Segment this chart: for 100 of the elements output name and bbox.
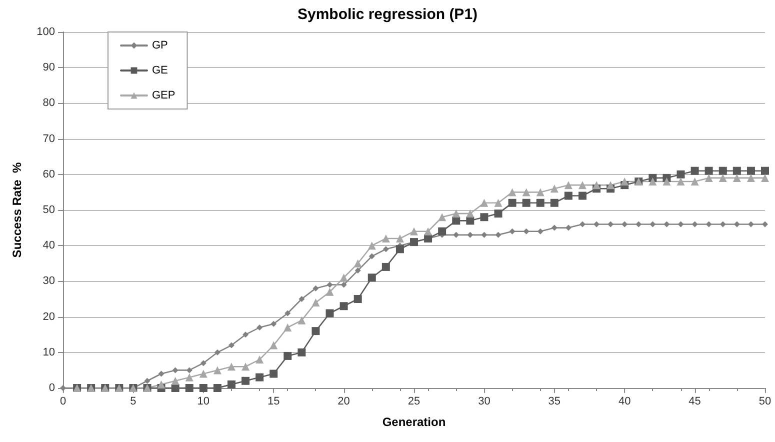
point [704, 174, 713, 182]
point [762, 221, 768, 228]
point [676, 170, 685, 178]
y-tick-label: 80 [42, 97, 55, 110]
legend-label: GP [152, 40, 168, 52]
point [227, 362, 236, 371]
point [453, 232, 460, 238]
point [438, 213, 446, 222]
point [256, 373, 264, 382]
point [648, 178, 657, 186]
point [564, 192, 572, 200]
x-tick-label: 40 [618, 396, 631, 408]
x-tick-label: 25 [408, 396, 420, 408]
point [312, 285, 319, 292]
y-tick-label: 60 [42, 168, 55, 180]
point [340, 274, 348, 282]
point [734, 221, 740, 228]
point [551, 224, 558, 231]
point [228, 342, 234, 348]
point [606, 181, 615, 190]
x-tick-label: 50 [758, 396, 772, 408]
point [676, 178, 685, 186]
point [732, 166, 741, 175]
point [761, 174, 769, 182]
point [592, 181, 601, 190]
point [636, 221, 642, 228]
point [382, 234, 390, 242]
point [550, 184, 558, 193]
point [185, 373, 194, 382]
point [326, 288, 334, 296]
point [761, 166, 769, 175]
point [326, 282, 333, 288]
point [481, 232, 488, 238]
point [620, 178, 629, 186]
legend-label: GE [152, 64, 168, 76]
point [242, 332, 249, 338]
point [396, 234, 404, 242]
point [704, 166, 713, 175]
point [368, 242, 376, 250]
point [650, 221, 656, 228]
point [578, 181, 586, 190]
point [480, 213, 488, 222]
point [340, 282, 347, 288]
point [706, 221, 712, 228]
y-axis-title: Success Rate % [10, 162, 24, 258]
point [185, 384, 194, 392]
x-tick-label: 15 [267, 396, 280, 408]
point [242, 362, 250, 371]
point [746, 166, 755, 175]
point [312, 327, 320, 336]
point [284, 352, 292, 360]
point [494, 198, 502, 207]
point [523, 228, 530, 234]
x-axis-title: Generation [382, 415, 446, 429]
point [746, 174, 755, 182]
legend-label: GEP [152, 90, 176, 102]
point [298, 316, 306, 324]
point [522, 188, 530, 196]
point [536, 188, 544, 196]
point [199, 384, 208, 392]
y-tick-label: 30 [42, 275, 55, 288]
point [270, 370, 278, 378]
point [732, 174, 741, 182]
x-tick-label: 0 [60, 396, 66, 408]
point [256, 324, 263, 330]
point [354, 259, 362, 268]
point [298, 296, 305, 302]
point [354, 295, 362, 303]
point [718, 166, 727, 175]
y-tick-label: 70 [42, 132, 55, 145]
point [564, 181, 572, 190]
y-tick-label: 50 [42, 204, 55, 216]
point [662, 178, 671, 186]
y-tick-label: 90 [42, 62, 55, 74]
point [186, 367, 192, 374]
point [690, 178, 699, 186]
x-tick-label: 30 [478, 396, 490, 408]
point [522, 198, 530, 207]
point [536, 198, 544, 207]
point [692, 221, 698, 228]
point [326, 309, 334, 318]
point [171, 376, 180, 385]
point [242, 376, 250, 385]
point [550, 198, 558, 207]
point [382, 246, 389, 252]
point [508, 188, 516, 196]
point [284, 310, 291, 316]
point [508, 198, 516, 207]
chart-title: Symbolic regression (P1) [297, 6, 478, 23]
y-tick-label: 40 [42, 240, 55, 252]
point [340, 302, 348, 310]
x-tick-label: 20 [338, 396, 350, 408]
y-tick-label: 100 [36, 26, 55, 38]
point [284, 323, 292, 332]
point [466, 210, 474, 218]
point [579, 221, 586, 228]
y-tick-label: 20 [42, 310, 55, 323]
point [537, 228, 544, 234]
point [158, 370, 164, 377]
point [424, 227, 432, 236]
